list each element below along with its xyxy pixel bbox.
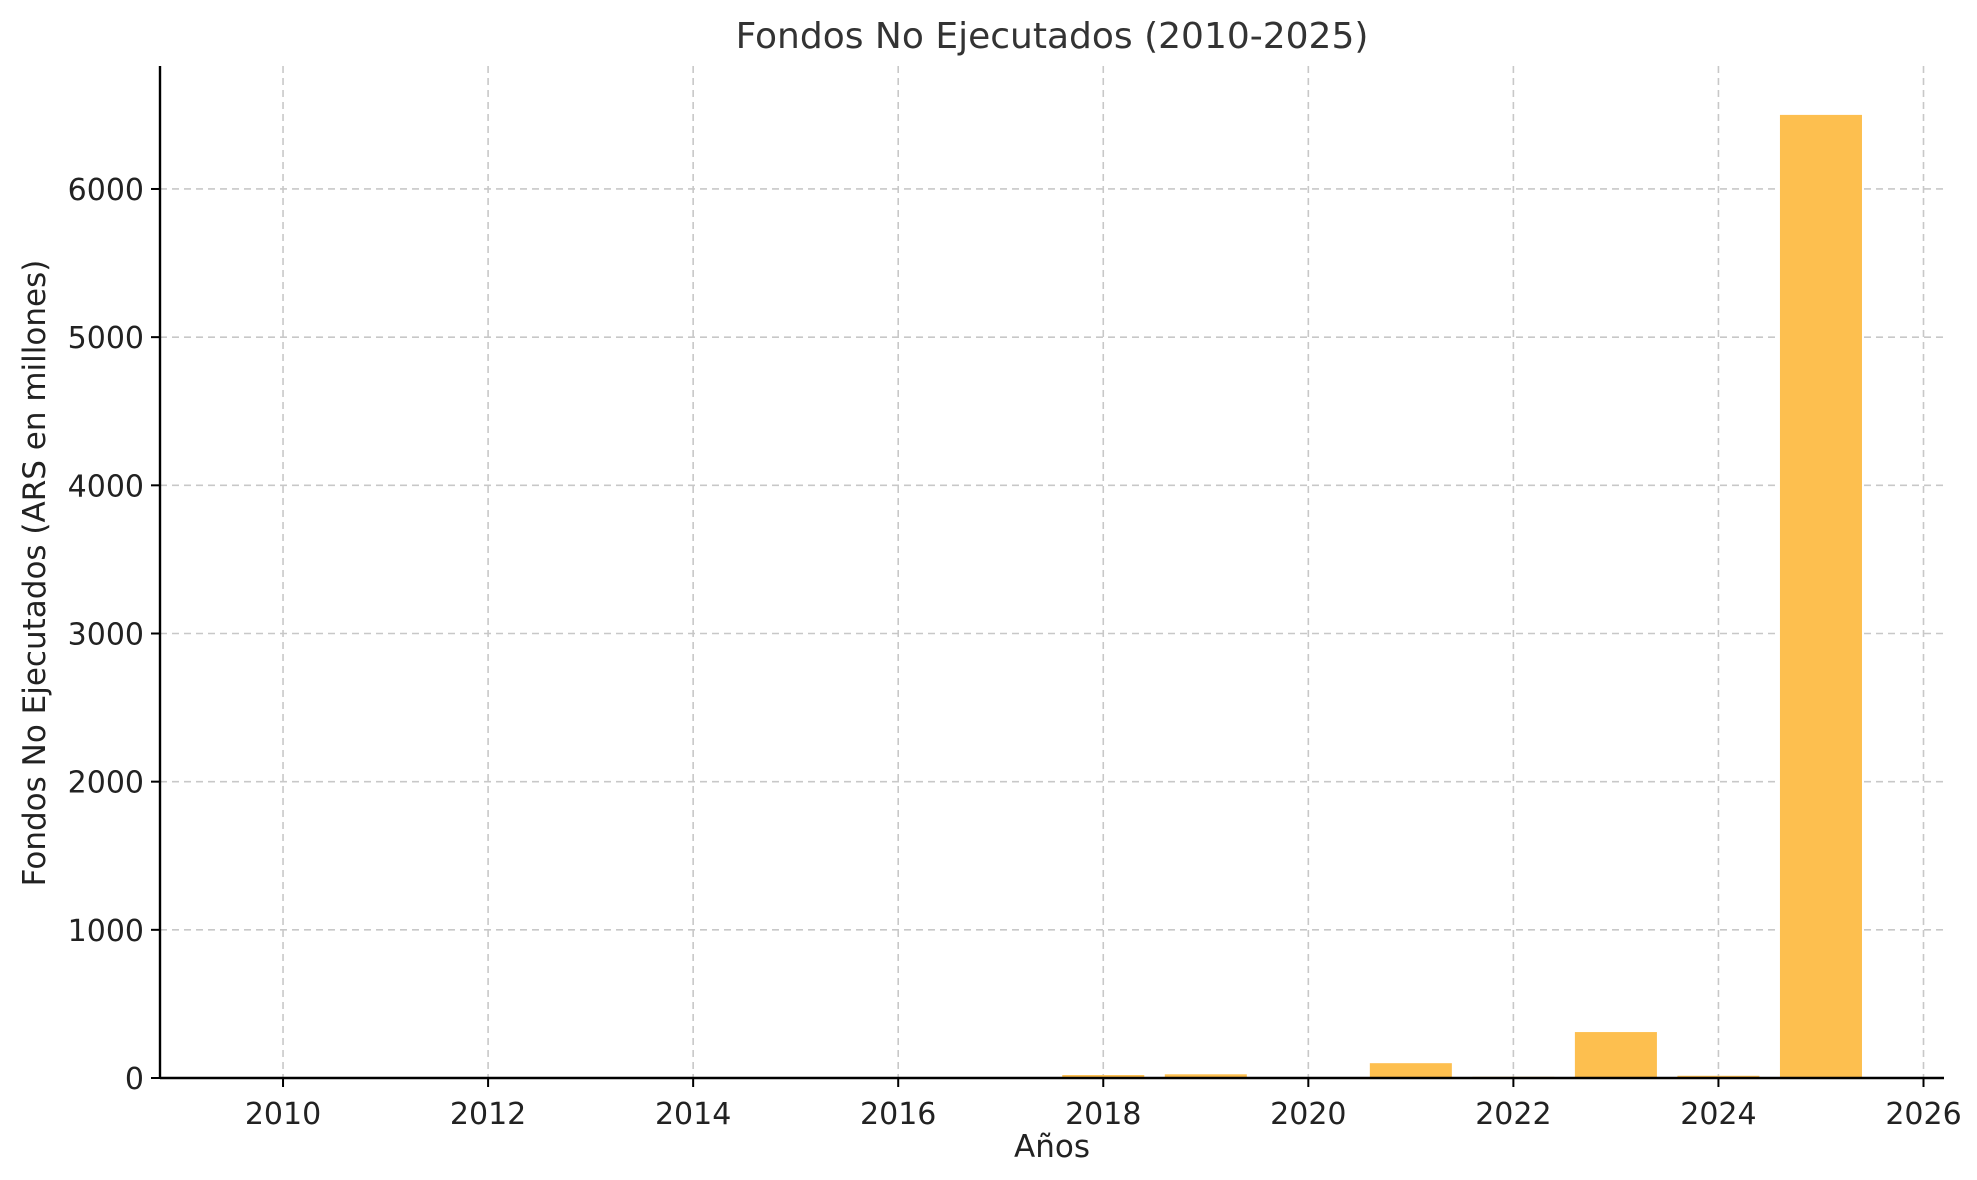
bar-2025 xyxy=(1779,114,1862,1078)
x-tick-label: 2012 xyxy=(450,1097,526,1132)
x-tick-label: 2026 xyxy=(1885,1097,1961,1132)
x-tick-label: 2014 xyxy=(655,1097,731,1132)
bars-layer xyxy=(242,114,1862,1078)
y-tick-label: 6000 xyxy=(68,173,144,208)
y-axis-label: Fondos No Ejecutados (ARS en millones) xyxy=(17,260,53,887)
y-tick-label: 0 xyxy=(125,1062,144,1097)
bar-2021 xyxy=(1369,1063,1452,1078)
x-tick-label: 2020 xyxy=(1270,1097,1346,1132)
x-tick-label: 2016 xyxy=(860,1097,936,1132)
y-tick-label: 5000 xyxy=(68,321,144,356)
chart-title: Fondos No Ejecutados (2010-2025) xyxy=(736,16,1369,57)
x-tick-label: 2024 xyxy=(1680,1097,1756,1132)
bar-2018 xyxy=(1062,1075,1145,1078)
bar-2023 xyxy=(1574,1032,1657,1078)
y-tick-label: 2000 xyxy=(68,766,144,801)
x-tick-label: 2018 xyxy=(1065,1097,1141,1132)
x-tick-label: 2010 xyxy=(245,1097,321,1132)
ticks-layer: 2010 2012 2014 2016 2018 2020 2022 2024 2026 0 100… xyxy=(68,173,1962,1132)
y-tick-label: 4000 xyxy=(68,469,144,504)
y-tick-label: 3000 xyxy=(68,617,144,652)
axes-layer xyxy=(158,66,1944,1080)
x-tick-label: 2022 xyxy=(1475,1097,1551,1132)
x-axis-label: Años xyxy=(1014,1129,1090,1165)
y-tick-label: 1000 xyxy=(68,914,144,949)
grid-layer xyxy=(160,66,1944,1078)
bar-2019 xyxy=(1164,1074,1247,1078)
